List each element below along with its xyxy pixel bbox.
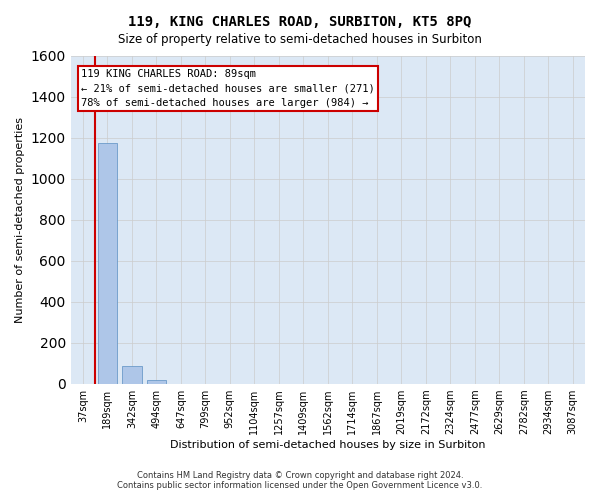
Text: 119 KING CHARLES ROAD: 89sqm
← 21% of semi-detached houses are smaller (271)
78%: 119 KING CHARLES ROAD: 89sqm ← 21% of se… bbox=[81, 68, 375, 108]
Bar bbox=[146, 380, 166, 384]
Y-axis label: Number of semi-detached properties: Number of semi-detached properties bbox=[15, 116, 25, 322]
Bar bbox=[122, 366, 142, 384]
Text: 119, KING CHARLES ROAD, SURBITON, KT5 8PQ: 119, KING CHARLES ROAD, SURBITON, KT5 8P… bbox=[128, 15, 472, 29]
X-axis label: Distribution of semi-detached houses by size in Surbiton: Distribution of semi-detached houses by … bbox=[170, 440, 485, 450]
Text: Contains HM Land Registry data © Crown copyright and database right 2024.
Contai: Contains HM Land Registry data © Crown c… bbox=[118, 470, 482, 490]
Bar bbox=[98, 142, 117, 384]
Text: Size of property relative to semi-detached houses in Surbiton: Size of property relative to semi-detach… bbox=[118, 32, 482, 46]
